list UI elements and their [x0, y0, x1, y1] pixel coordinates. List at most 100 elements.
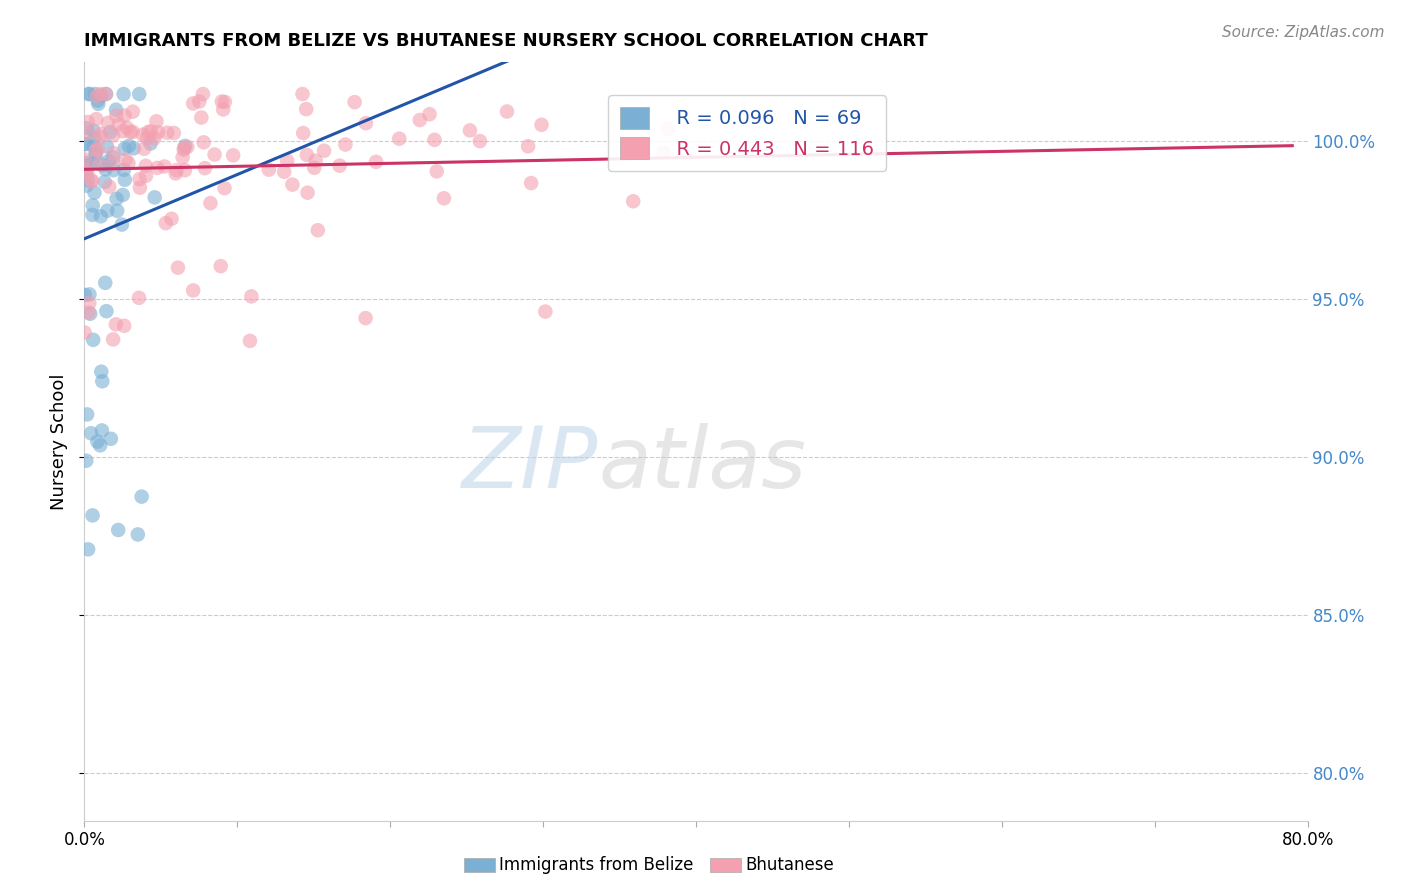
Point: [297, 186, 319, 200]
Point: [468, 134, 491, 148]
Point: [239, 334, 262, 348]
Text: atlas: atlas: [598, 423, 806, 506]
Point: [312, 144, 335, 158]
Point: [101, 332, 124, 346]
Point: [80, 173, 103, 187]
Point: [82, 156, 104, 170]
Point: [90, 424, 112, 438]
Point: [107, 523, 129, 537]
Point: [96, 203, 118, 218]
Point: [173, 143, 195, 157]
Point: [167, 260, 190, 275]
Point: [155, 216, 177, 230]
Point: [458, 123, 481, 137]
Point: [343, 95, 366, 109]
Point: [79, 307, 101, 321]
Point: [112, 162, 135, 177]
Point: [114, 172, 136, 186]
Point: [76, 121, 98, 136]
Point: [83, 186, 105, 200]
Y-axis label: Nursery School: Nursery School: [51, 373, 69, 510]
Point: [214, 181, 236, 195]
Point: [160, 211, 183, 226]
Point: [163, 126, 186, 140]
Point: [136, 131, 159, 145]
Point: [86, 89, 108, 103]
Point: [100, 432, 122, 446]
Text: Immigrants from Belize: Immigrants from Belize: [499, 856, 693, 874]
Point: [181, 96, 204, 111]
Point: [82, 124, 104, 138]
Point: [143, 190, 166, 204]
Point: [433, 191, 456, 205]
Point: [101, 150, 124, 164]
Point: [77, 542, 100, 557]
Point: [84, 143, 107, 157]
Point: [89, 438, 111, 452]
Point: [534, 304, 557, 318]
Point: [75, 453, 97, 467]
Point: [114, 142, 136, 156]
Point: [112, 318, 135, 333]
Point: [517, 139, 540, 153]
Point: [76, 136, 98, 151]
Point: [77, 305, 100, 319]
Point: [200, 196, 222, 211]
Point: [419, 107, 441, 121]
Point: [73, 326, 96, 340]
Point: [173, 141, 195, 155]
Point: [204, 147, 226, 161]
Point: [257, 162, 280, 177]
Point: [281, 178, 304, 192]
Point: [75, 167, 97, 181]
Point: [73, 136, 96, 151]
Point: [520, 176, 543, 190]
Point: [292, 126, 315, 140]
Point: [657, 121, 679, 136]
Point: [104, 318, 127, 332]
Point: [426, 164, 449, 178]
Point: [121, 104, 143, 119]
Point: [276, 153, 298, 168]
Text: Bhutanese: Bhutanese: [745, 856, 834, 874]
Point: [496, 104, 519, 119]
Point: [128, 180, 150, 194]
Point: [105, 103, 128, 117]
Point: [181, 284, 204, 298]
Point: [211, 95, 233, 109]
Point: [83, 139, 105, 153]
Point: [304, 153, 326, 168]
Point: [90, 365, 112, 379]
Point: [165, 166, 187, 180]
Point: [97, 154, 120, 169]
Point: [73, 153, 96, 167]
Point: [101, 156, 124, 170]
Point: [335, 137, 357, 152]
Point: [79, 87, 101, 101]
Point: [214, 95, 236, 109]
Point: [128, 291, 150, 305]
Point: [82, 333, 104, 347]
Point: [91, 158, 114, 172]
Point: [80, 426, 103, 441]
Point: [94, 175, 117, 189]
Point: [98, 179, 121, 194]
Point: [143, 131, 166, 145]
Point: [76, 115, 98, 129]
Point: [82, 198, 104, 212]
Point: [135, 159, 157, 173]
Point: [114, 109, 136, 123]
Point: [128, 172, 150, 186]
Legend:   R = 0.096   N = 69,   R = 0.443   N = 116: R = 0.096 N = 69, R = 0.443 N = 116: [607, 95, 886, 171]
Point: [354, 116, 377, 130]
Point: [388, 131, 411, 145]
Point: [73, 288, 96, 302]
Point: [114, 153, 136, 167]
Point: [145, 114, 167, 128]
Point: [191, 87, 214, 101]
Point: [409, 113, 432, 128]
Point: [94, 276, 117, 290]
Point: [132, 142, 155, 156]
Point: [121, 125, 143, 139]
Point: [97, 116, 120, 130]
